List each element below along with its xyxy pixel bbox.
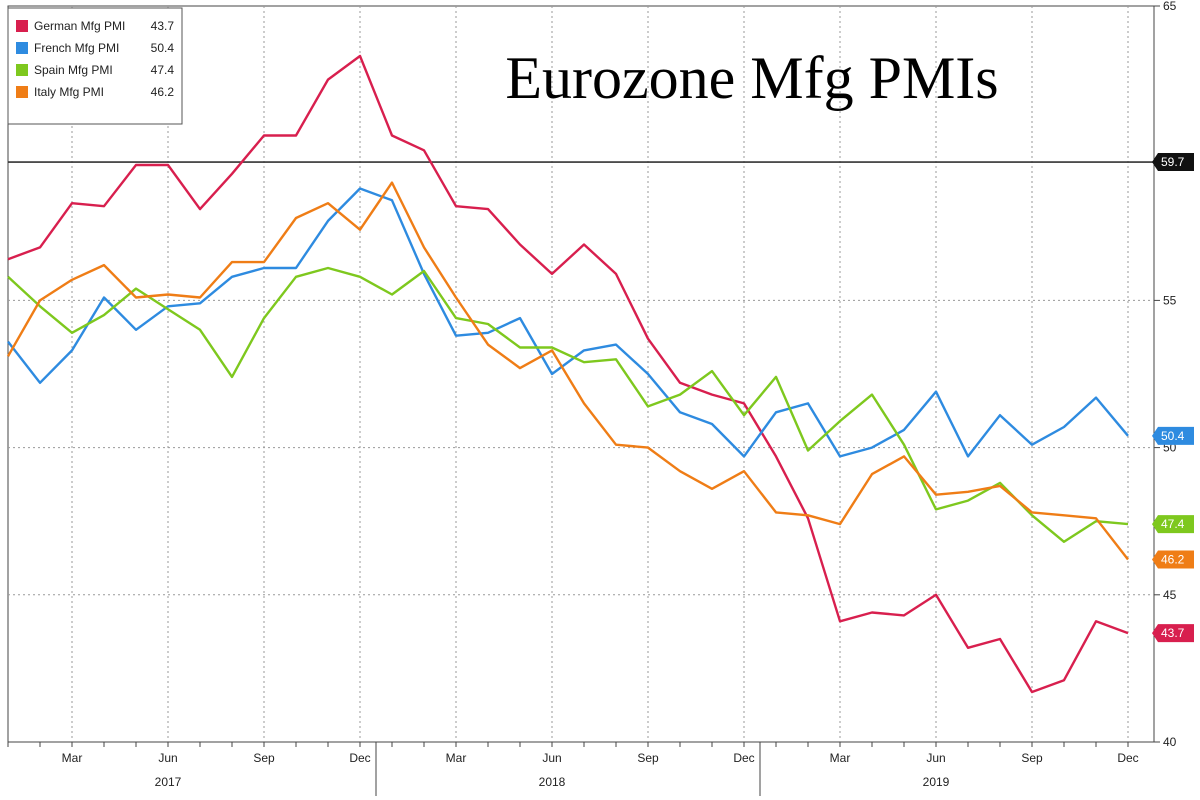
y-tick-label: 45 [1163,588,1177,602]
x-tick-label: Sep [1021,751,1043,765]
series-layer [6,54,1129,694]
legend-label: French Mfg PMI [34,41,119,55]
x-tick-label: Sep [253,751,275,765]
reference-tag-box [1152,153,1194,172]
value-tag-label: 50.4 [1161,429,1185,443]
value-tag-label: 47.4 [1161,517,1185,531]
series-line-spain-mfg-pmi [7,266,1129,543]
y-tick-label: 55 [1163,293,1177,307]
x-tick-label: Jun [542,751,561,765]
x-tick-label: Dec [349,751,370,765]
x-tick-label: Mar [830,751,851,765]
x-tick-label: Sep [637,751,659,765]
legend-value: 46.2 [151,85,175,99]
legend-label: German Mfg PMI [34,19,125,33]
legend-label: Spain Mfg PMI [34,63,113,77]
x-tick-label: Jun [158,751,177,765]
value-tag-layer: 59.7 43.7 50.4 47.4 46.2 [1152,153,1194,643]
x-tick-label: Mar [446,751,467,765]
series-line-french-mfg-pmi [7,187,1129,458]
value-tag-box [1152,426,1194,445]
legend-value: 43.7 [151,19,175,33]
series-line-german-mfg-pmi [7,54,1129,694]
value-tag-box [1152,515,1194,534]
x-tick-label: Mar [62,751,83,765]
chart-title: Eurozone Mfg PMIs [505,45,998,111]
value-tag-label: 43.7 [1161,626,1185,640]
legend-box [7,7,183,125]
series-line-italy-mfg-pmi [6,181,1129,561]
legend-value: 47.4 [151,63,175,77]
plot-frame [7,5,1155,743]
year-label: 2018 [539,775,566,789]
year-label: 2019 [923,775,950,789]
x-tick-label: Jun [926,751,945,765]
legend-label: Italy Mfg PMI [34,85,104,99]
legend: German Mfg PMI 43.7 French Mfg PMI 50.4 Spai… [7,7,183,125]
value-tag-label: 46.2 [1161,552,1185,566]
legend-swatch [16,64,28,76]
legend-swatch [16,86,28,98]
legend-swatch [16,20,28,32]
reference-tag-label: 59.7 [1161,155,1185,169]
value-tag-box [1152,550,1194,569]
x-tick-label: Dec [1117,751,1138,765]
legend-value: 50.4 [151,41,175,55]
y-tick-label: 65 [1163,0,1177,13]
legend-swatch [16,42,28,54]
x-tick-label: Dec [733,751,754,765]
year-label: 2017 [155,775,182,789]
y-tick-label: 40 [1163,735,1177,749]
value-tag-box [1152,624,1194,643]
